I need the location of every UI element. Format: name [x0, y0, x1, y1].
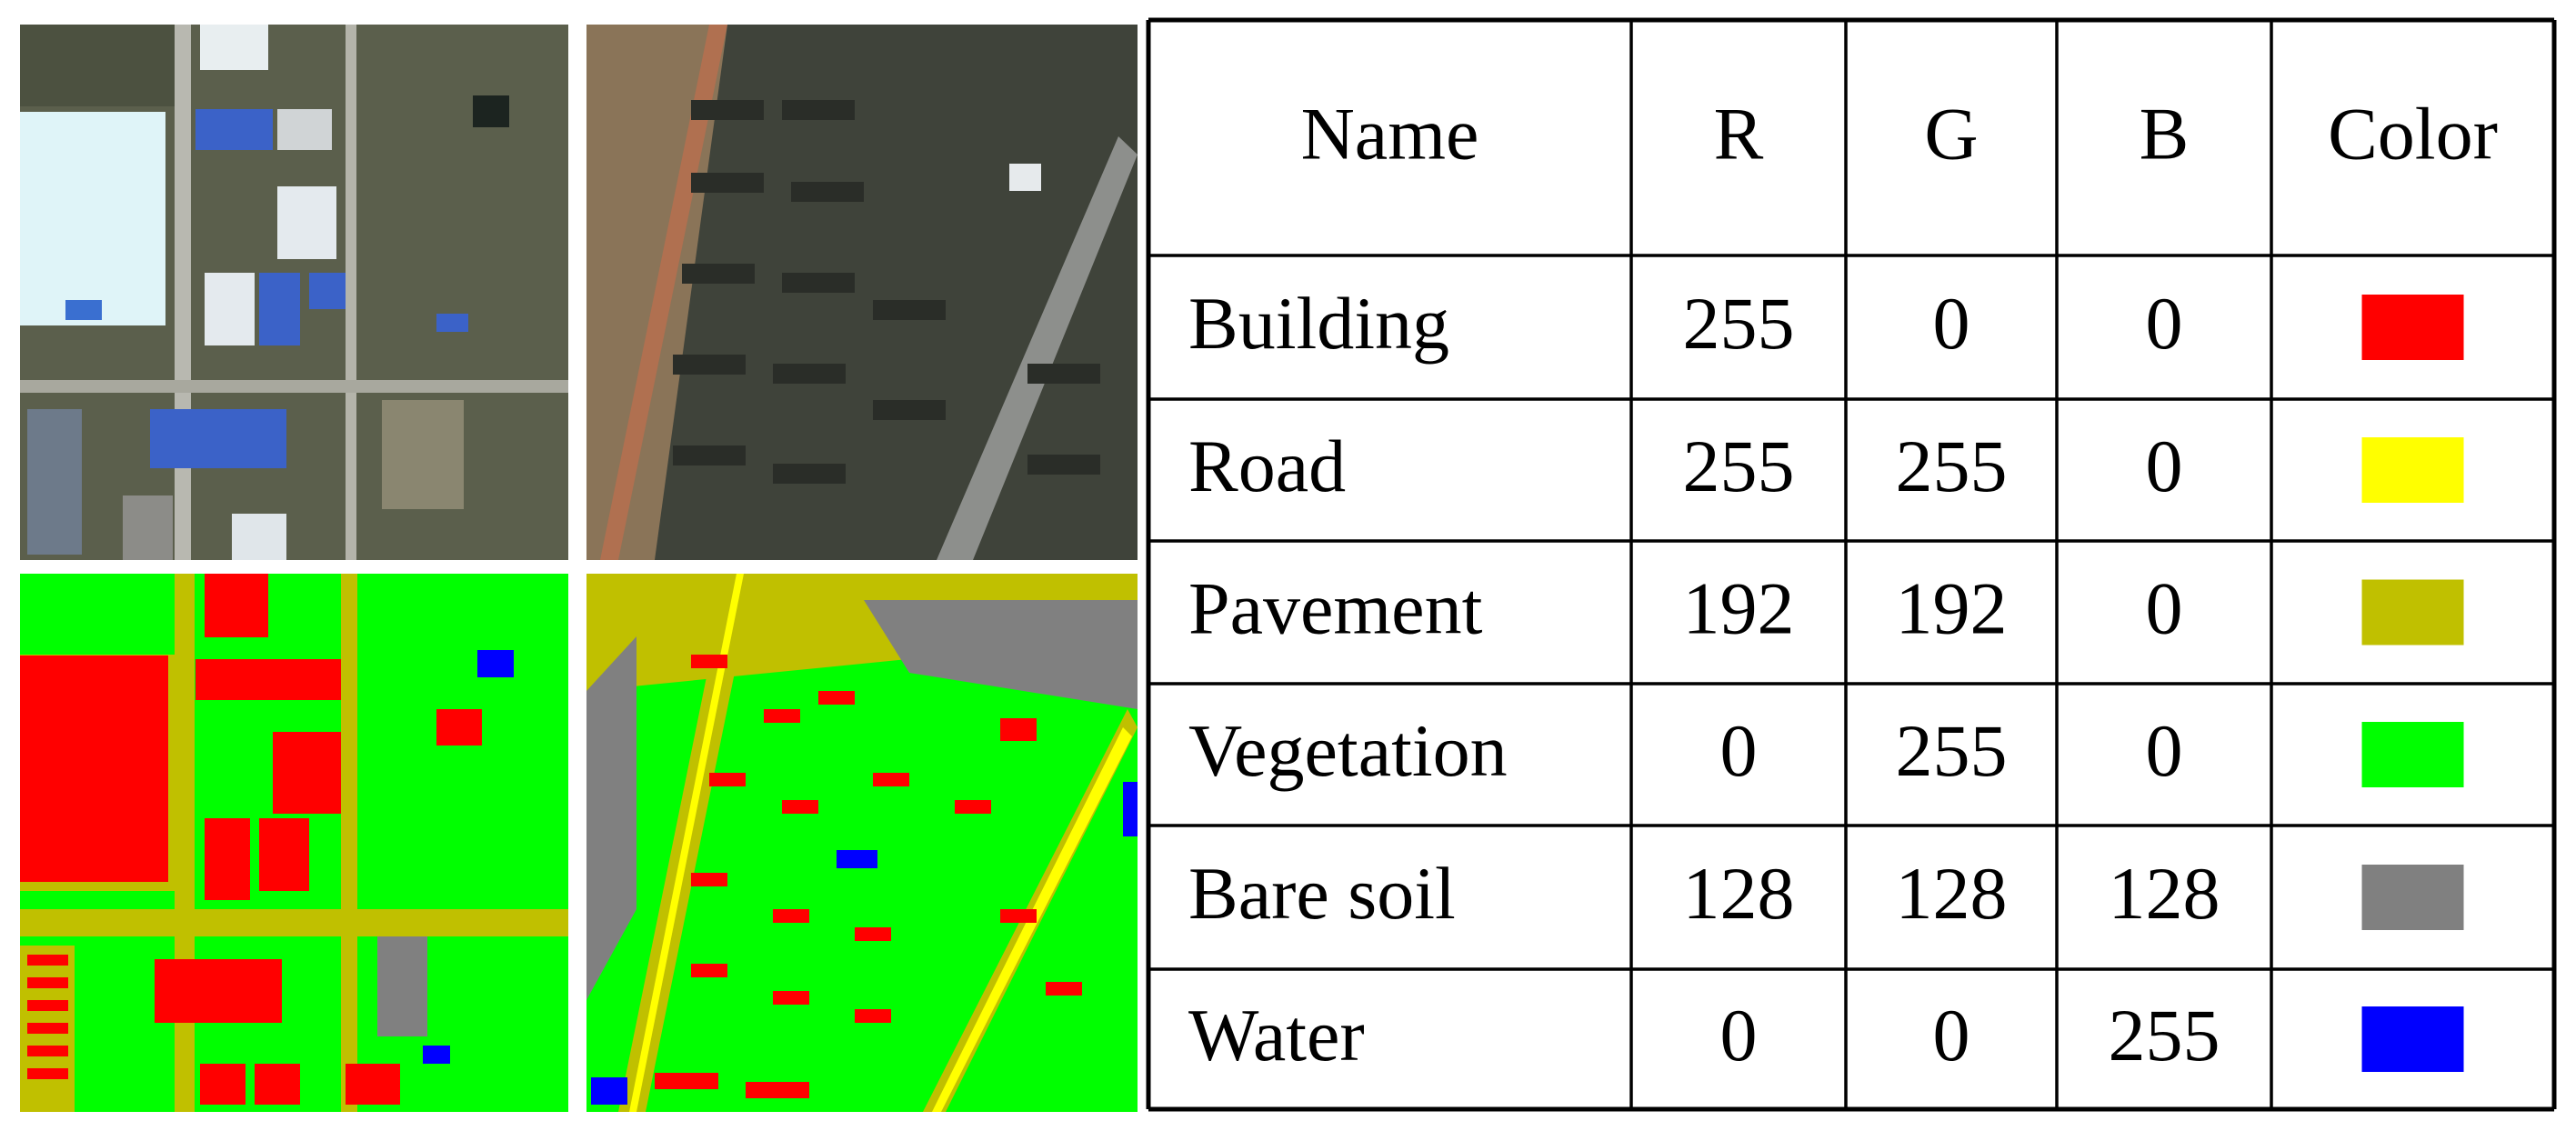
label-map-1	[20, 574, 568, 1112]
header-cell: Color	[2328, 92, 2498, 175]
value-cell: 0	[1720, 709, 1758, 792]
header-cell: R	[1714, 92, 1764, 175]
value-cell: 255	[1896, 425, 2008, 507]
value-cell: 0	[2146, 709, 2183, 792]
color-swatch	[2361, 1006, 2464, 1072]
value-cell: 192	[1683, 566, 1795, 649]
label-map-2	[586, 574, 1138, 1112]
value-cell: 0	[1720, 994, 1758, 1076]
color-table: Name R G B Color Building 255 0 0 Road 255 255 0 Pave…	[1146, 17, 2557, 1112]
name-cell: Vegetation	[1188, 709, 1508, 792]
value-cell: 255	[1683, 425, 1795, 507]
value-cell: 128	[1683, 852, 1795, 935]
name-cell: Water	[1188, 994, 1365, 1076]
value-cell: 128	[1896, 852, 2008, 935]
value-cell: 0	[2146, 425, 2183, 507]
value-cell: 0	[2146, 282, 2183, 365]
color-swatch	[2361, 722, 2464, 787]
value-cell: 0	[2146, 566, 2183, 649]
name-cell: Pavement	[1188, 566, 1483, 649]
name-cell: Building	[1188, 282, 1449, 365]
header-cell: B	[2140, 92, 2190, 175]
value-cell: 255	[2109, 994, 2220, 1076]
value-cell: 128	[2109, 852, 2220, 935]
color-swatch	[2361, 437, 2464, 503]
header-cell: G	[1924, 92, 1978, 175]
value-cell: 192	[1896, 566, 2008, 649]
name-cell: Bare soil	[1188, 852, 1456, 935]
header-cell: Name	[1301, 92, 1479, 175]
value-cell: 0	[1933, 994, 1970, 1076]
color-swatch	[2361, 295, 2464, 360]
satellite-image-1	[20, 25, 568, 560]
value-cell: 0	[1933, 282, 1970, 365]
color-swatch	[2361, 865, 2464, 930]
color-swatch	[2361, 579, 2464, 646]
name-cell: Road	[1188, 425, 1346, 507]
value-cell: 255	[1896, 709, 2008, 792]
satellite-image-2	[586, 25, 1138, 560]
value-cell: 255	[1683, 282, 1795, 365]
